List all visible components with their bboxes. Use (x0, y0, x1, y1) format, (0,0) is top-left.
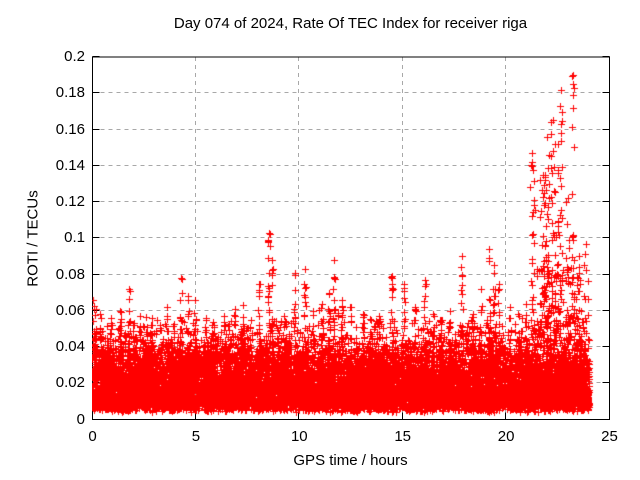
x-tick-label: 0 (88, 428, 97, 445)
y-tick-label: 0.16 (55, 120, 85, 138)
x-tick-label: 15 (394, 428, 412, 445)
scatter-points (92, 57, 609, 420)
y-tick-label: 0.04 (55, 338, 85, 355)
x-tick-label: 5 (191, 428, 201, 445)
y-tick-label: 0.08 (55, 265, 85, 283)
y-tick-label: 0.02 (55, 374, 85, 392)
x-tick-label: 25 (601, 428, 618, 445)
y-tick-label: 0.18 (55, 84, 85, 102)
y-tick-label: 0.12 (55, 193, 85, 210)
x-axis-title: GPS time / hours (293, 452, 408, 469)
y-tick-label: 0.1 (64, 229, 85, 247)
chart-title: Day 074 of 2024, Rate Of TEC Index for r… (173, 15, 528, 32)
y-tick-label: 0.2 (64, 48, 85, 65)
x-tick-label: 10 (290, 428, 308, 445)
x-tick-label: 20 (497, 428, 515, 445)
y-tick-label: 0.06 (55, 301, 85, 319)
y-tick-label: 0 (76, 410, 85, 428)
y-tick-label: 0.14 (55, 156, 85, 174)
